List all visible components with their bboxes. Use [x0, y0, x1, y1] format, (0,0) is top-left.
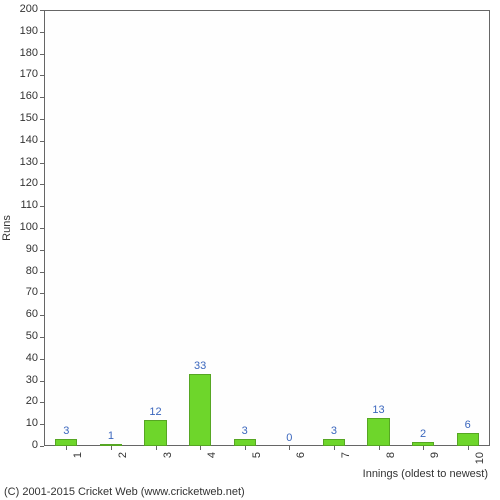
xtick-mark	[468, 446, 469, 450]
ytick-mark	[40, 10, 44, 11]
ytick-label: 30	[0, 374, 38, 386]
ytick-label: 150	[0, 112, 38, 124]
ytick-label: 10	[0, 417, 38, 429]
xtick-mark	[66, 446, 67, 450]
ytick-mark	[40, 272, 44, 273]
ytick-label: 110	[0, 199, 38, 211]
ytick-label: 140	[0, 134, 38, 146]
ytick-mark	[40, 228, 44, 229]
ytick-label: 70	[0, 286, 38, 298]
ytick-mark	[40, 206, 44, 207]
bar-value-label: 3	[46, 425, 86, 437]
xtick-label: 9	[429, 452, 441, 482]
ytick-mark	[40, 54, 44, 55]
ytick-label: 90	[0, 243, 38, 255]
x-axis-label: Innings (oldest to newest)	[363, 468, 488, 480]
runs-by-innings-chart: Runs Innings (oldest to newest) 01020304…	[0, 0, 500, 500]
ytick-label: 40	[0, 352, 38, 364]
xtick-label: 6	[295, 452, 307, 482]
xtick-label: 1	[72, 452, 84, 482]
bar-value-label: 6	[448, 419, 488, 431]
xtick-mark	[423, 446, 424, 450]
xtick-mark	[379, 446, 380, 450]
ytick-mark	[40, 250, 44, 251]
ytick-mark	[40, 359, 44, 360]
ytick-label: 200	[0, 3, 38, 15]
bar	[189, 374, 211, 446]
ytick-label: 20	[0, 395, 38, 407]
ytick-label: 60	[0, 308, 38, 320]
ytick-mark	[40, 293, 44, 294]
xtick-mark	[334, 446, 335, 450]
bar-value-label: 1	[91, 430, 131, 442]
plot-area	[44, 10, 490, 446]
ytick-label: 50	[0, 330, 38, 342]
xtick-mark	[200, 446, 201, 450]
xtick-mark	[156, 446, 157, 450]
ytick-mark	[40, 75, 44, 76]
bar-value-label: 12	[136, 406, 176, 418]
xtick-label: 7	[340, 452, 352, 482]
ytick-label: 100	[0, 221, 38, 233]
ytick-label: 170	[0, 68, 38, 80]
ytick-mark	[40, 337, 44, 338]
ytick-mark	[40, 32, 44, 33]
ytick-label: 80	[0, 265, 38, 277]
ytick-label: 120	[0, 177, 38, 189]
xtick-label: 10	[474, 452, 486, 482]
ytick-label: 180	[0, 47, 38, 59]
xtick-mark	[289, 446, 290, 450]
bar-value-label: 13	[359, 404, 399, 416]
xtick-label: 8	[385, 452, 397, 482]
ytick-label: 130	[0, 156, 38, 168]
bar	[457, 433, 479, 446]
ytick-mark	[40, 381, 44, 382]
ytick-mark	[40, 184, 44, 185]
ytick-mark	[40, 163, 44, 164]
ytick-mark	[40, 315, 44, 316]
bar	[323, 439, 345, 446]
bar	[367, 418, 389, 446]
xtick-mark	[111, 446, 112, 450]
xtick-label: 3	[162, 452, 174, 482]
ytick-mark	[40, 97, 44, 98]
ytick-label: 190	[0, 25, 38, 37]
ytick-mark	[40, 141, 44, 142]
ytick-mark	[40, 446, 44, 447]
bar-value-label: 3	[225, 425, 265, 437]
ytick-label: 160	[0, 90, 38, 102]
xtick-label: 4	[206, 452, 218, 482]
bar-value-label: 3	[314, 425, 354, 437]
ytick-mark	[40, 424, 44, 425]
bar-value-label: 33	[180, 360, 220, 372]
bar	[144, 420, 166, 446]
copyright-text: (C) 2001-2015 Cricket Web (www.cricketwe…	[4, 486, 245, 498]
bar	[55, 439, 77, 446]
ytick-label: 0	[0, 439, 38, 451]
xtick-label: 5	[251, 452, 263, 482]
ytick-mark	[40, 119, 44, 120]
bar	[412, 442, 434, 446]
bar-value-label: 2	[403, 428, 443, 440]
bar-value-label: 0	[269, 432, 309, 444]
bar	[234, 439, 256, 446]
bar	[100, 444, 122, 446]
xtick-mark	[245, 446, 246, 450]
xtick-label: 2	[117, 452, 129, 482]
ytick-mark	[40, 402, 44, 403]
